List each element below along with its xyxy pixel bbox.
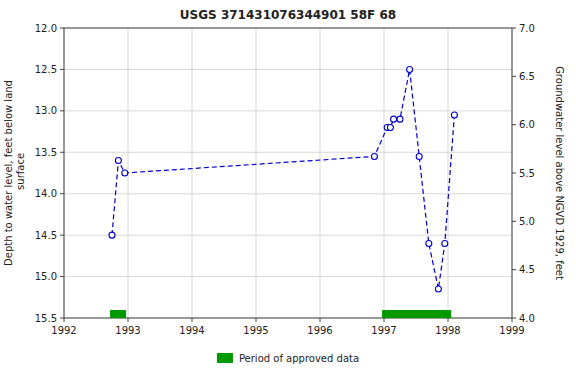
data-point (407, 66, 413, 72)
y-tick (60, 193, 64, 194)
y2-tick-label: 6.5 (519, 71, 535, 82)
chart: 1992 1993 1994 1995 1996 1997 1998 1999 12.0 12.5… (0, 0, 576, 384)
data-point (115, 158, 121, 164)
y-tick (60, 235, 64, 236)
legend-swatch (217, 353, 233, 363)
y2-tick-label: 7.0 (519, 23, 535, 34)
legend-item: Period of approved data (217, 353, 359, 364)
x-tick-label: 1994 (179, 325, 204, 336)
grid-line-y (64, 276, 512, 277)
grid-line-y (64, 193, 512, 194)
approved-period-bar (382, 310, 451, 318)
x-tick (512, 318, 513, 322)
grid-line-y (64, 152, 512, 153)
grid-line-x (320, 28, 321, 318)
legend-label: Period of approved data (239, 353, 359, 364)
data-point (371, 153, 377, 159)
y2-tick (512, 124, 516, 125)
grid-line-x (384, 28, 385, 318)
y-tick (60, 152, 64, 153)
y2-tick (512, 173, 516, 174)
plot-frame (64, 28, 512, 318)
x-tick (448, 318, 449, 322)
grid-line-y (64, 110, 512, 111)
x-tick-label: 1999 (499, 325, 524, 336)
y-tick (60, 276, 64, 277)
y-tick-label: 12.5 (35, 64, 57, 75)
x-tick-label: 1992 (51, 325, 76, 336)
x-tick (128, 318, 129, 322)
grid-line-x (192, 28, 193, 318)
y-tick (60, 28, 64, 29)
y-tick (60, 110, 64, 111)
y-tick-label: 12.0 (35, 23, 57, 34)
y2-tick (512, 28, 516, 29)
data-point (442, 240, 448, 246)
x-tick-label: 1998 (435, 325, 460, 336)
data-point (397, 116, 403, 122)
y2-tick-label: 5.5 (519, 168, 535, 179)
data-point (122, 170, 128, 176)
approved-period-bar (110, 310, 126, 318)
y-axis-title-line: surface (15, 153, 26, 193)
legend: Period of approved data (217, 353, 359, 364)
data-point (426, 240, 432, 246)
grid (64, 28, 512, 318)
x-tick (256, 318, 257, 322)
y2-tick (512, 318, 516, 319)
y-tick-label: 13.0 (35, 105, 57, 116)
axes: 1992 1993 1994 1995 1996 1997 1998 1999 12.0 12.5… (35, 23, 535, 337)
y2-tick-label: 6.0 (519, 119, 535, 130)
y-tick-label: 13.5 (35, 147, 57, 158)
data-point (387, 124, 393, 130)
y2-tick (512, 76, 516, 77)
y-axis-title-line: Depth to water level, feet below land (3, 80, 14, 266)
y-tick-label: 15.5 (35, 313, 57, 324)
data-line (112, 69, 454, 289)
x-tick-label: 1993 (115, 325, 140, 336)
data-point (435, 286, 441, 292)
y-tick-label: 14.0 (35, 188, 57, 199)
data-point (109, 232, 115, 238)
y-tick-label: 15.0 (35, 271, 57, 282)
y2-tick-label: 4.5 (519, 264, 535, 275)
data-point (416, 153, 422, 159)
y-tick (60, 318, 64, 319)
y2-tick-label: 4.0 (519, 313, 535, 324)
x-tick-label: 1997 (371, 325, 396, 336)
grid-line-x (448, 28, 449, 318)
plot-area (109, 66, 457, 318)
x-tick (192, 318, 193, 322)
x-tick (384, 318, 385, 322)
y2-tick (512, 221, 516, 222)
x-tick (320, 318, 321, 322)
y2-tick-label: 5.0 (519, 216, 535, 227)
x-tick-label: 1995 (243, 325, 268, 336)
x-tick-label: 1996 (307, 325, 332, 336)
data-point (451, 112, 457, 118)
y-tick-label: 14.5 (35, 230, 57, 241)
data-point (391, 116, 397, 122)
title: USGS 371431076344901 58F 68 (180, 8, 396, 22)
grid-line-x (256, 28, 257, 318)
y-axis-title: Depth to water level, feet below land su… (3, 80, 26, 266)
y2-tick (512, 269, 516, 270)
y2-axis-title: Groundwater level above NGVD 1929, feet (554, 66, 565, 280)
grid-line-y (64, 69, 512, 70)
x-tick (64, 318, 65, 322)
y-tick (60, 69, 64, 70)
